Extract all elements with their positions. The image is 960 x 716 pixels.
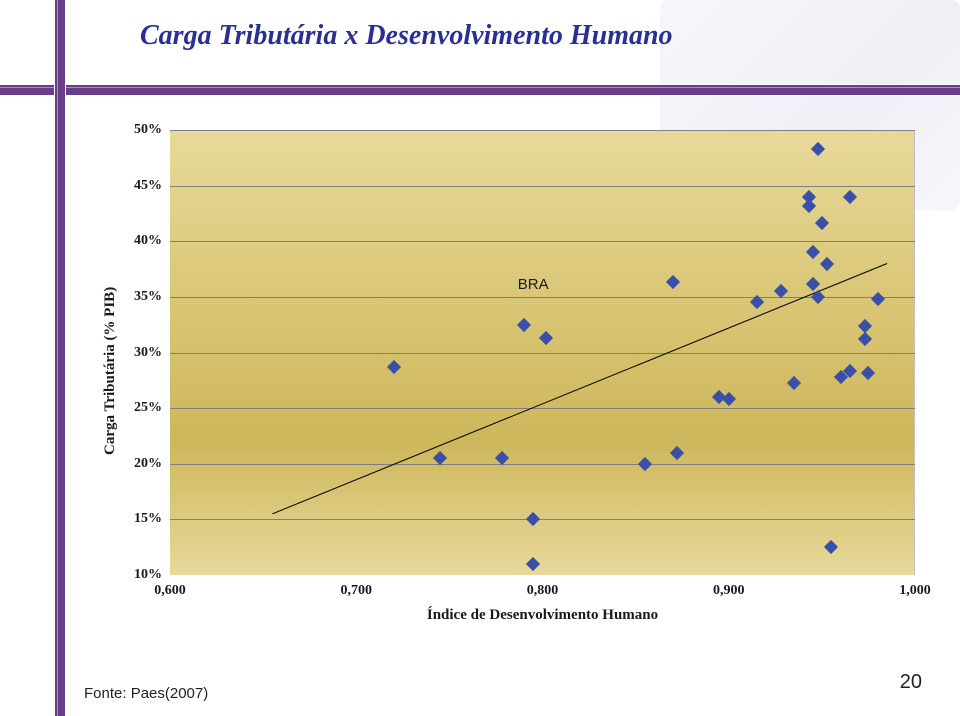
y-tick-label: 30%: [112, 345, 162, 361]
x-tick-label: 0,600: [154, 583, 186, 599]
x-tick-label: 1,000: [899, 583, 931, 599]
y-tick-label: 20%: [112, 456, 162, 472]
gridline: [170, 464, 915, 465]
gridline: [170, 241, 915, 242]
y-tick-label: 15%: [112, 511, 162, 527]
annotation-bra: BRA: [518, 276, 549, 293]
y-tick-label: 35%: [112, 289, 162, 305]
vertical-divider: [54, 0, 66, 716]
source-caption: Fonte: Paes(2007): [84, 685, 208, 702]
gridline: [170, 297, 915, 298]
y-tick-label: 50%: [112, 122, 162, 138]
y-tick-label: 45%: [112, 178, 162, 194]
gridline: [170, 353, 915, 354]
x-tick-label: 0,900: [713, 583, 745, 599]
x-tick-label: 0,700: [341, 583, 373, 599]
gridline: [170, 408, 915, 409]
x-axis-label: Índice de Desenvolvimento Humano: [427, 607, 658, 624]
scatter-chart: 10% 15% 20% 25% 30% 35% 40% 45% 50% 0,600 0,700 0,…: [90, 120, 930, 660]
y-tick-label: 25%: [112, 400, 162, 416]
x-tick-label: 0,800: [527, 583, 559, 599]
horizontal-divider: [0, 84, 960, 96]
page-number: 20: [900, 671, 922, 694]
slide-title: Carga Tributária x Desenvolvimento Human…: [140, 20, 673, 52]
y-axis-label: Carga Tributária (% PIB): [102, 287, 119, 455]
gridline: [170, 130, 915, 131]
gridline: [170, 519, 915, 520]
y-tick-label: 40%: [112, 233, 162, 249]
y-tick-label: 10%: [112, 567, 162, 583]
gridline: [170, 186, 915, 187]
